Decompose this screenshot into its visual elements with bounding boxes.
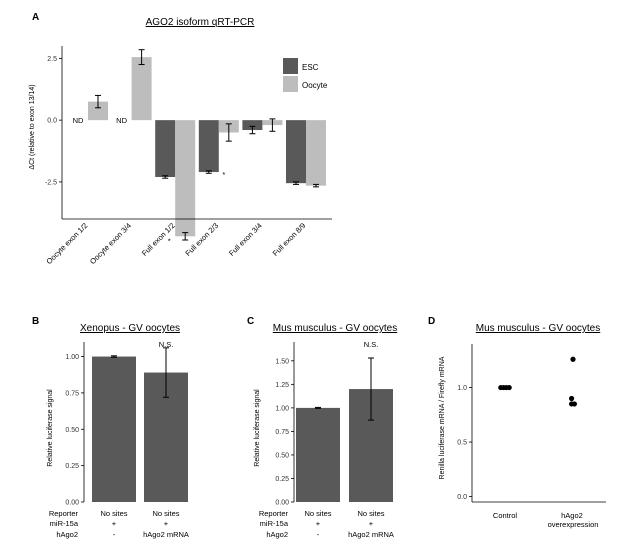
table-row-label-hago2: hAgo2 [56, 530, 78, 539]
panel-d-x-tick-label-line: overexpression [548, 520, 599, 529]
legend-label-esc: ESC [302, 63, 319, 72]
y-tick-label: 0.50 [275, 452, 289, 459]
legend-swatch-oocyte [283, 76, 298, 92]
panel-b-title: Xenopus - GV oocytes [80, 323, 180, 334]
panel-a-legend: ESC Oocyte [283, 58, 328, 92]
panel-d-y-axis-label: Renilla luciferase mRNA / Firefly mRNA [439, 356, 446, 479]
panel-a-letter: A [32, 12, 39, 23]
y-tick-label: 0.5 [457, 440, 467, 447]
bar-oocyte [175, 120, 196, 237]
panel-a-y-ticks: 2.5 0.0 -2.5 [45, 56, 62, 186]
panel-c-y-ticks: 0.00 0.25 0.50 0.75 1.00 1.25 1.50 [275, 358, 294, 507]
y-tick-label: 0.50 [65, 427, 79, 434]
y-tick-label: -2.5 [45, 179, 57, 186]
y-tick-label: 1.25 [275, 382, 289, 389]
annotation: ND [116, 116, 127, 125]
panel-b-bars [92, 347, 188, 502]
table-cell: hAgo2 mRNA [143, 530, 189, 539]
data-point [571, 401, 578, 407]
bar [296, 407, 340, 502]
table-cell: + [316, 519, 321, 528]
panel-d-x-tick-label: hAgo2 overexpression [548, 511, 599, 529]
table-cell: hAgo2 mRNA [348, 530, 394, 539]
panel-d-letter: D [428, 316, 435, 327]
y-tick-label: 0.00 [65, 500, 79, 507]
bar [92, 356, 136, 502]
panel-c-significance: N.S. [364, 340, 379, 349]
table-cell: + [164, 519, 169, 528]
panel-b-condition-table: Reporter miR-15a hAgo2 No sites + - No s… [49, 509, 189, 539]
panel-a: A AGO2 isoform qRT-PCR ΔCt (relative to … [29, 12, 332, 266]
y-tick-label: 0.25 [65, 463, 79, 470]
panel-b-significance: N.S. [159, 340, 174, 349]
bar-oocyte [306, 120, 326, 186]
y-tick-label: 0.75 [65, 390, 79, 397]
data-point [569, 395, 575, 402]
table-row-label-hago2: hAgo2 [266, 530, 288, 539]
panel-a-title: AGO2 isoform qRT-PCR [146, 17, 255, 28]
y-tick-label: 0.75 [275, 429, 289, 436]
x-tick-label: Oocyte exon 3/4 [88, 221, 133, 266]
panel-d-points [498, 356, 578, 407]
bar-esc [198, 120, 219, 173]
table-cell: - [317, 530, 320, 539]
annotation: * [222, 170, 225, 179]
x-tick-label: Full exon 8/9 [271, 221, 308, 258]
y-tick-label: 1.00 [65, 354, 79, 361]
y-tick-label: 1.00 [275, 405, 289, 412]
panel-d-x-tick-label: Control [493, 511, 518, 520]
panel-b: B Xenopus - GV oocytes Relative lucifera… [32, 316, 189, 539]
x-tick-label: Full exon 1/2 [140, 221, 177, 258]
panel-b-y-ticks: 0.00 0.25 0.50 0.75 1.00 [65, 354, 84, 507]
x-tick-label: Full exon 3/4 [227, 221, 264, 258]
panel-d-title: Mus musculus - GV oocytes [476, 323, 600, 334]
panel-c-letter: C [247, 316, 254, 327]
table-row-label-mir15a: miR-15a [260, 519, 289, 528]
legend-swatch-esc [283, 58, 298, 74]
y-tick-label: 0.00 [275, 500, 289, 507]
table-cell: + [112, 519, 117, 528]
annotation: ND [73, 116, 84, 125]
y-tick-label: 1.50 [275, 358, 289, 365]
table-row-label-reporter: Reporter [49, 509, 79, 518]
panel-a-y-axis-label: ΔCt (relative to exon 13/14) [29, 84, 36, 169]
table-cell: - [113, 530, 116, 539]
table-row-label-mir15a: miR-15a [50, 519, 79, 528]
panel-a-error-bars [95, 49, 319, 241]
table-cell: No sites [100, 509, 127, 518]
panel-a-annotations: ND ND * * [73, 116, 226, 245]
y-tick-label: 1.0 [457, 385, 467, 392]
panel-c-condition-table: Reporter miR-15a hAgo2 No sites + - No s… [259, 509, 394, 539]
panel-c-bars [296, 357, 393, 502]
table-cell: No sites [152, 509, 179, 518]
data-point [570, 356, 576, 362]
bar-esc [286, 120, 306, 184]
bar-esc [242, 120, 263, 131]
table-row-label-reporter: Reporter [259, 509, 289, 518]
bar-oocyte [131, 57, 152, 121]
panel-b-y-axis-label: Relative luciferase signal [47, 389, 54, 467]
annotation: * [168, 237, 171, 246]
bar-esc [155, 120, 176, 177]
y-tick-label: 0.0 [457, 494, 467, 501]
data-point [506, 384, 512, 391]
y-tick-label: 0.25 [275, 476, 289, 483]
x-tick-label: Oocyte exon 1/2 [44, 221, 89, 266]
panel-d: D Mus musculus - GV oocytes Renilla luci… [428, 316, 606, 529]
panel-b-letter: B [32, 316, 39, 327]
legend-label-oocyte: Oocyte [302, 81, 328, 90]
panel-c: C Mus musculus - GV oocytes Relative luc… [247, 316, 397, 539]
bar-oocyte [88, 101, 108, 121]
panel-c-title: Mus musculus - GV oocytes [273, 323, 397, 334]
panel-d-y-ticks: 0.0 0.5 1.0 [457, 385, 472, 501]
y-tick-label: 0.0 [47, 118, 57, 125]
table-cell: + [369, 519, 374, 528]
y-tick-label: 2.5 [47, 56, 57, 63]
table-cell: No sites [304, 509, 331, 518]
panel-d-x-tick-label-line: hAgo2 [561, 511, 583, 520]
table-cell: No sites [357, 509, 384, 518]
panel-c-y-axis-label: Relative luciferase signal [254, 389, 261, 467]
